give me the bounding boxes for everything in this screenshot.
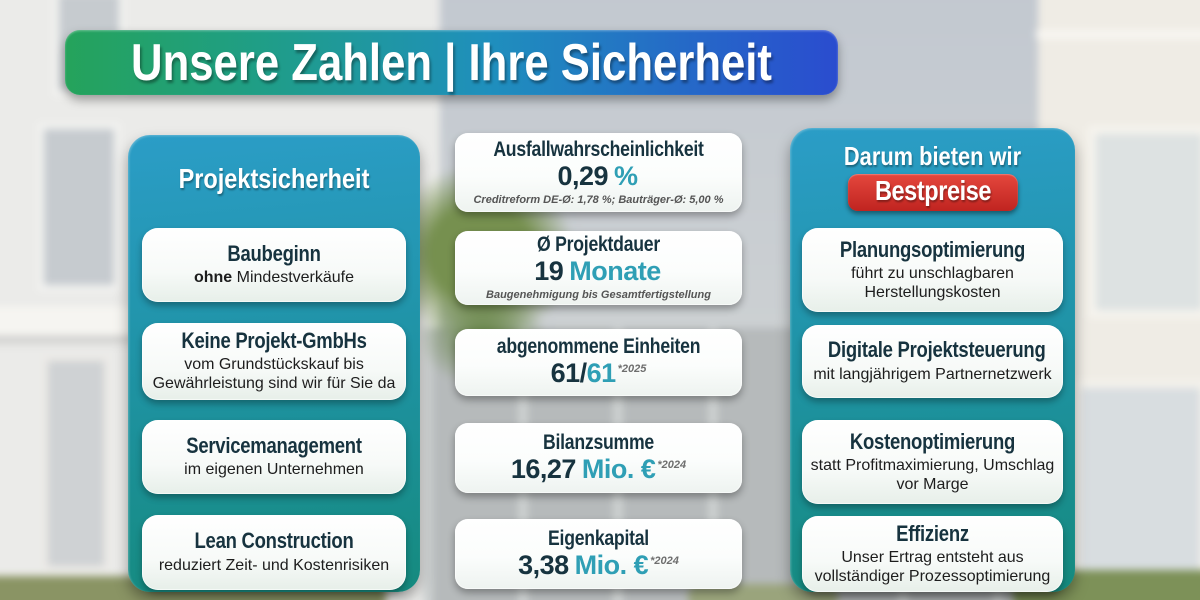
stat-value: 16,27 Mio. € *2024: [463, 453, 734, 485]
card-subtitle: Unser Ertrag entsteht aus vollständiger …: [814, 548, 1051, 585]
card-title: Kostenoptimierung: [808, 428, 1057, 454]
card-title-text: Digitale Projektsteuerung: [827, 337, 1046, 363]
stat-superscript: *2024: [650, 554, 679, 567]
stat-value-main: 3,38: [518, 549, 569, 580]
card-subtitle: im eigenen Unternehmen: [184, 461, 364, 479]
stat-card-ausfallwahrscheinlichkeit: Ausfallwahrscheinlichkeit 0,29% Creditre…: [455, 133, 742, 212]
stat-superscript: *2024: [657, 458, 687, 471]
stat-title-text: Ø Projektdauer: [537, 233, 660, 257]
stat-value-main: 0,29: [557, 160, 609, 191]
card-servicemanagement: Servicemanagement im eigenen Unternehmen: [142, 420, 406, 494]
stat-title-text: Eigenkapital: [548, 526, 649, 550]
stat-subtext: Creditreform DE-Ø: 1,78 %; Bauträger-Ø: …: [473, 193, 724, 206]
card-title-text: Baubeginn: [227, 240, 321, 266]
stat-superscript: *2025: [617, 363, 647, 376]
stat-title: Bilanzsumme: [463, 430, 734, 454]
stat-value-main: 16,27: [510, 453, 577, 484]
left-panel-header: Projektsicherheit: [128, 163, 420, 195]
card-planungsoptimierung: Planungsoptimierung führt zu unschlagbar…: [802, 228, 1063, 312]
card-title: Lean Construction: [148, 529, 400, 553]
stat-card-projektdauer: Ø Projektdauer 19 Monate Baugenehmigung b…: [455, 231, 742, 305]
card-subtitle: ohne Mindestverkäufe: [148, 269, 400, 288]
card-lean-construction: Lean Construction reduziert Zeit- und Ko…: [142, 515, 406, 590]
card-baubeginn: Baubeginn ohne Mindestverkäufe: [142, 228, 406, 302]
stat-title: Eigenkapital: [463, 526, 734, 550]
card-kostenoptimierung: Kostenoptimierung statt Profitmaximierun…: [802, 420, 1063, 504]
panel-bestpreise: Darum bieten wir Bestpreise Planungsopti…: [790, 128, 1075, 592]
card-title: Planungsoptimierung: [808, 236, 1057, 262]
card-title-text: Keine Projekt-GmbHs: [181, 328, 367, 354]
stat-title-text: abgenommene Einheiten: [496, 335, 701, 359]
card-title: Baubeginn: [148, 240, 400, 266]
card-subtitle: reduziert Zeit- und Kostenrisiken: [158, 556, 390, 574]
card-title-text: Lean Construction: [194, 528, 354, 554]
card-title: Effizienz: [808, 520, 1057, 546]
window: [1088, 126, 1200, 318]
card-subtitle-text: Mindestverkäufe: [232, 269, 355, 287]
bestpreise-badge: Bestpreise: [847, 174, 1018, 211]
stat-title: Ø Projektdauer: [463, 234, 734, 256]
door: [43, 356, 109, 571]
stat-subtext: Baugenehmigung bis Gesamtfertigstellung: [486, 289, 711, 302]
window: [38, 123, 120, 291]
stat-value-accent: Mio. €: [581, 453, 656, 484]
right-panel-title: Darum bieten wir: [843, 141, 1022, 171]
card-title: Servicemanagement: [148, 432, 400, 458]
card-effizienz: Effizienz Unser Ertrag entsteht aus voll…: [802, 516, 1063, 592]
stat-value-accent: 61: [586, 358, 617, 389]
title-banner: Unsere Zahlen | Ihre Sicherheit: [65, 30, 838, 95]
stat-value-accent: Mio. €: [574, 549, 649, 580]
window: [1073, 380, 1200, 598]
card-subtitle: führt zu unschlagbaren Herstellungskoste…: [851, 264, 1014, 301]
stat-value: 3,38 Mio. € *2024: [463, 549, 734, 581]
stat-value: 19 Monate: [463, 257, 734, 287]
stat-card-abgenommene-einheiten: abgenommene Einheiten 61/61 *2025: [455, 329, 742, 396]
card-title-text: Effizienz: [896, 520, 969, 546]
stat-title: Ausfallwahrscheinlichkeit: [463, 137, 734, 161]
left-panel-title: Projektsicherheit: [178, 163, 370, 194]
page-title: Unsere Zahlen | Ihre Sicherheit: [131, 33, 772, 92]
stat-value: 61/61 *2025: [463, 358, 734, 389]
stat-card-eigenkapital: Eigenkapital 3,38 Mio. € *2024: [455, 519, 742, 589]
stat-value-accent: %: [614, 160, 638, 191]
card-title-text: Planungsoptimierung: [839, 236, 1026, 262]
stat-title: abgenommene Einheiten: [463, 336, 734, 358]
stat-title-text: Bilanzsumme: [543, 430, 654, 454]
balcony-rail: [1036, 30, 1200, 39]
card-subtitle-bold: ohne: [193, 269, 233, 287]
panel-projektsicherheit: Projektsicherheit Baubeginn ohne Mindest…: [128, 135, 420, 592]
card-subtitle: statt Profitmaximierung, Umschlag vor Ma…: [810, 456, 1055, 493]
card-keine-projekt-gmbhs: Keine Projekt-GmbHs vom Grundstückskauf …: [142, 323, 406, 400]
card-subtitle: mit langjährigem Partnernetzwerk: [813, 365, 1052, 383]
badge-text: Bestpreise: [874, 175, 991, 206]
stat-card-bilanzsumme: Bilanzsumme 16,27 Mio. € *2024: [455, 423, 742, 493]
stat-value-main: 19: [534, 256, 564, 287]
stat-title-text: Ausfallwahrscheinlichkeit: [493, 137, 704, 161]
card-title: Digitale Projektsteuerung: [808, 338, 1057, 362]
card-title-text: Servicemanagement: [186, 432, 362, 458]
card-title-text: Kostenoptimierung: [849, 428, 1016, 454]
stat-value: 0,29%: [463, 160, 734, 192]
right-panel-header: Darum bieten wir: [790, 141, 1075, 172]
stat-value-main: 61/: [550, 358, 588, 389]
card-title: Keine Projekt-GmbHs: [148, 328, 400, 354]
card-digitale-projektsteuerung: Digitale Projektsteuerung mit langjährig…: [802, 325, 1063, 398]
canopy: [0, 306, 143, 336]
card-subtitle: vom Grundstückskauf bis Gewährleistung s…: [152, 356, 396, 393]
stat-value-accent: Monate: [569, 256, 661, 287]
